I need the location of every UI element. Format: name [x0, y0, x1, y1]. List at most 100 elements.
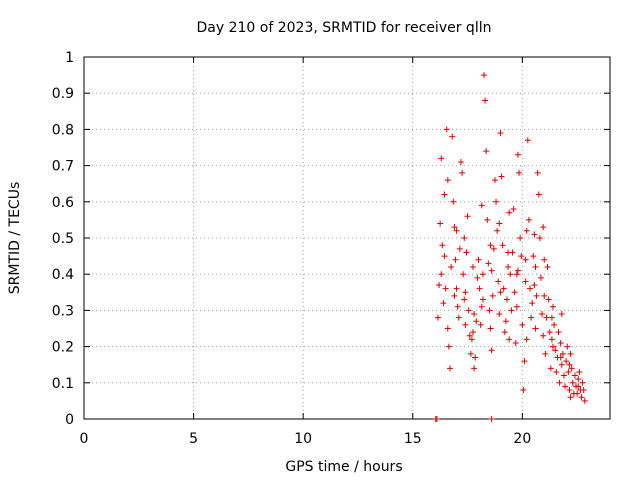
y-tick-label: 0.7: [52, 159, 74, 175]
data-point: [545, 296, 552, 303]
data-point: [505, 249, 512, 256]
data-point: [535, 191, 542, 198]
data-point: [516, 169, 523, 176]
data-point: [468, 336, 475, 343]
data-point: [493, 198, 500, 205]
y-tick-label: 0: [65, 412, 74, 428]
y-tick-label: 0.1: [52, 376, 74, 392]
grid: [84, 57, 610, 419]
data-point: [444, 325, 451, 332]
data-point: [579, 379, 586, 386]
y-tick-label: 0.9: [52, 86, 74, 102]
data-point: [571, 372, 578, 379]
data-point: [473, 318, 480, 325]
data-point: [463, 249, 470, 256]
data-point: [453, 285, 460, 292]
x-tick-label: 10: [294, 431, 312, 447]
data-point: [507, 271, 514, 278]
data-point: [523, 227, 530, 234]
data-point: [527, 285, 534, 292]
data-point: [502, 318, 509, 325]
data-point: [564, 343, 571, 350]
data-point: [444, 177, 451, 184]
data-point: [491, 177, 498, 184]
data-point: [490, 245, 497, 252]
data-point: [530, 253, 537, 260]
data-point: [551, 321, 558, 328]
data-point: [542, 350, 549, 357]
data-point: [567, 350, 574, 357]
data-point: [495, 278, 502, 285]
data-point: [496, 311, 503, 318]
data-point: [550, 343, 557, 350]
data-point: [477, 321, 484, 328]
data-point: [521, 358, 528, 365]
data-point: [548, 314, 555, 321]
x-tick-label: 0: [80, 431, 89, 447]
data-point: [482, 97, 489, 104]
y-tick-label: 0.4: [52, 267, 74, 283]
data-point: [519, 321, 526, 328]
data-point: [450, 198, 457, 205]
data-point: [563, 358, 570, 365]
data-point: [449, 133, 456, 140]
data-point: [540, 332, 547, 339]
data-point: [576, 368, 583, 375]
data-point: [472, 354, 479, 361]
data-point: [532, 325, 539, 332]
data-point: [503, 296, 510, 303]
data-point: [523, 336, 530, 343]
axis-ticks: 00.10.20.30.40.50.60.70.80.910 5 10 15 20: [52, 50, 610, 447]
data-point: [488, 416, 495, 422]
y-tick-label: 1: [65, 50, 74, 66]
data-point: [496, 220, 503, 227]
data-point: [442, 285, 449, 292]
data-point: [454, 303, 461, 310]
x-tick-label: 5: [189, 431, 198, 447]
data-point: [451, 224, 458, 231]
data-point: [501, 329, 508, 336]
data-point: [562, 383, 569, 390]
chart-title: Day 210 of 2023, SRMTID for receiver qll…: [197, 20, 492, 36]
data-point: [461, 296, 468, 303]
data-point: [433, 416, 440, 422]
data-point: [462, 321, 469, 328]
data-point: [499, 242, 506, 249]
data-point: [547, 365, 554, 372]
data-point: [489, 292, 496, 299]
data-point: [467, 350, 474, 357]
data-point: [531, 231, 538, 238]
data-point: [558, 361, 565, 368]
data-point: [441, 191, 448, 198]
x-axis-label: GPS time / hours: [285, 459, 402, 475]
data-point: [441, 253, 448, 260]
data-point: [498, 173, 505, 180]
data-point: [520, 387, 527, 394]
data-point: [560, 372, 567, 379]
data-point: [451, 292, 458, 299]
data-point: [497, 289, 504, 296]
data-point: [487, 242, 494, 249]
data-point: [480, 72, 487, 79]
data-point: [565, 368, 572, 375]
data-point: [512, 339, 519, 346]
data-point: [548, 336, 555, 343]
data-point: [540, 224, 547, 231]
y-tick-label: 0.3: [52, 303, 74, 319]
data-point: [552, 347, 559, 354]
data-point: [478, 202, 485, 209]
data-point: [438, 271, 445, 278]
data-point: [500, 285, 507, 292]
data-point: [453, 227, 460, 234]
data-point: [494, 227, 501, 234]
data-point: [447, 365, 454, 372]
x-tick-label: 20: [513, 431, 531, 447]
data-point: [522, 256, 529, 263]
data-point: [553, 368, 560, 375]
data-point: [557, 339, 564, 346]
data-point: [488, 347, 495, 354]
data-point: [466, 332, 473, 339]
data-point: [465, 307, 472, 314]
x-tick-label: 15: [404, 431, 422, 447]
